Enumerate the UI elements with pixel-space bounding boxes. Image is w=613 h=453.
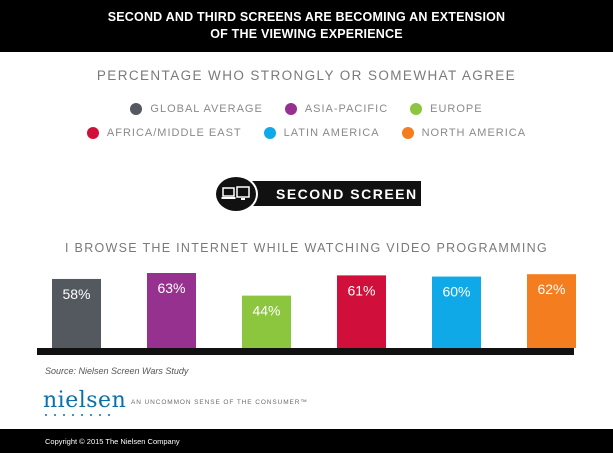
legend-label: LATIN AMERICA	[283, 127, 380, 139]
legend-swatch	[284, 103, 297, 115]
badge-label: SECOND SCREEN	[238, 181, 421, 206]
legend-swatch	[410, 103, 423, 115]
legend-item-global-average: GLOBAL AVERAGE	[130, 103, 262, 115]
bar-latin-america	[432, 276, 481, 348]
legend-row-1: GLOBAL AVERAGE ASIA-PACIFIC EUROPE	[0, 103, 613, 115]
bar-value-label: 44%	[252, 303, 280, 319]
legend-item-africa-middle-east: AFRICA/MIDDLE EAST	[86, 127, 242, 139]
legend-label: EUROPE	[430, 103, 483, 115]
bar-africa-middle-east	[337, 275, 386, 348]
bar-value-label: 61%	[347, 282, 375, 298]
legend-item-asia-pacific: ASIA-PACIFIC	[284, 103, 389, 115]
screens-icon	[214, 175, 258, 213]
brand-tagline: AN UNCOMMON SENSE OF THE CONSUMER™	[131, 399, 308, 406]
chart-baseline	[37, 348, 574, 355]
bar-value-label: 60%	[442, 284, 470, 300]
title-line-1: SECOND AND THIRD SCREENS ARE BECOMING AN…	[107, 10, 506, 24]
bar-global-average	[52, 278, 101, 348]
bar-north-america	[527, 274, 576, 348]
legend-swatch	[130, 103, 143, 115]
bar-value-label: 62%	[537, 281, 565, 297]
legend-label: ASIA-PACIFIC	[304, 103, 389, 115]
copyright-footer: Copyright © 2015 The Nielsen Company	[0, 429, 613, 453]
legend-item-north-america: NORTH AMERICA	[401, 127, 527, 139]
title-banner: SECOND AND THIRD SCREENS ARE BECOMING AN…	[0, 0, 613, 52]
logo-wordmark: nielsen	[43, 388, 127, 413]
legend-item-latin-america: LATIN AMERICA	[263, 127, 380, 139]
legend-swatch	[263, 127, 276, 139]
logo-dots	[43, 414, 126, 416]
legend-swatch	[86, 127, 99, 139]
legend-label: NORTH AMERICA	[421, 127, 527, 139]
title-line-2: OF THE VIEWING EXPERIENCE	[210, 27, 403, 41]
legend-row-2: AFRICA/MIDDLE EAST LATIN AMERICA NORTH A…	[0, 127, 613, 139]
bar-chart: 58% 63% 44% 61% 60% 62%	[37, 273, 576, 355]
legend-label: AFRICA/MIDDLE EAST	[106, 127, 242, 139]
legend-label: GLOBAL AVERAGE	[150, 103, 263, 115]
source-note: Source: Nielsen Screen Wars Study	[45, 366, 189, 376]
second-screen-badge: SECOND SCREEN	[214, 175, 421, 213]
chart-question: I BROWSE THE INTERNET WHILE WATCHING VID…	[65, 241, 548, 255]
bar-value-label: 63%	[157, 280, 185, 296]
legend-swatch	[401, 127, 414, 139]
bar-series: 58% 63% 44% 61% 60% 62%	[52, 273, 576, 348]
legend-item-europe: EUROPE	[410, 103, 482, 115]
bar-value-label: 58%	[62, 286, 90, 302]
nielsen-logo: nielsen	[43, 388, 126, 416]
chart-subtitle: PERCENTAGE WHO STRONGLY OR SOMEWHAT AGRE…	[96, 68, 517, 83]
bar-asia-pacific	[147, 273, 196, 348]
bar-europe	[242, 295, 291, 348]
